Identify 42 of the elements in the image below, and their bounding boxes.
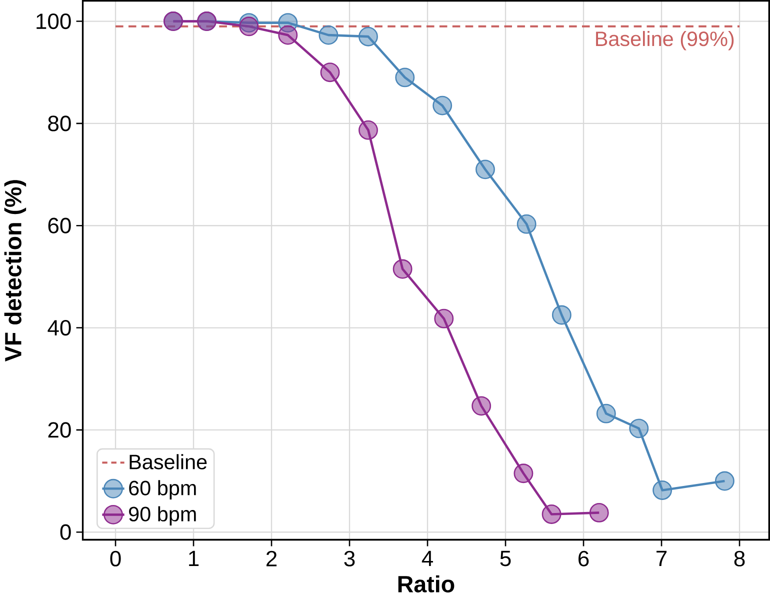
point <box>596 404 616 424</box>
point <box>472 396 492 416</box>
x-tick-label: 8 <box>734 550 745 567</box>
point <box>320 62 340 82</box>
point <box>629 418 649 438</box>
point <box>516 214 536 234</box>
x-tick-label: 3 <box>344 550 355 567</box>
y-tick-label: 40 <box>48 320 71 336</box>
point <box>278 25 298 45</box>
point <box>395 68 415 88</box>
x-tick-label: 2 <box>266 550 277 566</box>
x-tick-label: 7 <box>656 550 667 566</box>
y-tick-label: 80 <box>48 116 71 132</box>
point <box>652 480 672 500</box>
x-axis-title: Ratio <box>398 575 454 593</box>
point <box>358 26 378 46</box>
x-tick-label: 4 <box>422 550 434 566</box>
y-tick-label: 20 <box>48 422 71 438</box>
point <box>432 96 452 116</box>
point <box>239 16 259 36</box>
point <box>318 25 338 45</box>
x-tick-label: 5 <box>500 550 511 566</box>
point <box>589 503 609 523</box>
point <box>714 471 734 491</box>
x-tick-label: 0 <box>110 550 121 567</box>
legend-label: 90 bpm <box>129 506 196 526</box>
x-tick-label: 6 <box>578 550 589 567</box>
legend-label: 60 bpm <box>129 480 196 500</box>
point <box>514 464 534 484</box>
annotation: Baseline <box>130 454 207 470</box>
point <box>552 305 572 325</box>
point <box>434 308 454 328</box>
y-tick-label: 100 <box>36 14 71 30</box>
y-axis-title: VF detection (%) <box>4 180 26 362</box>
point <box>476 160 495 180</box>
ref-line-label: Baseline (99%) <box>596 31 734 50</box>
point <box>358 120 378 140</box>
point <box>542 504 562 524</box>
point <box>392 259 412 279</box>
y-tick-label: 0 <box>60 524 71 540</box>
x-tick-label: 1 <box>189 550 199 566</box>
y-tick-label: 60 <box>48 218 71 234</box>
